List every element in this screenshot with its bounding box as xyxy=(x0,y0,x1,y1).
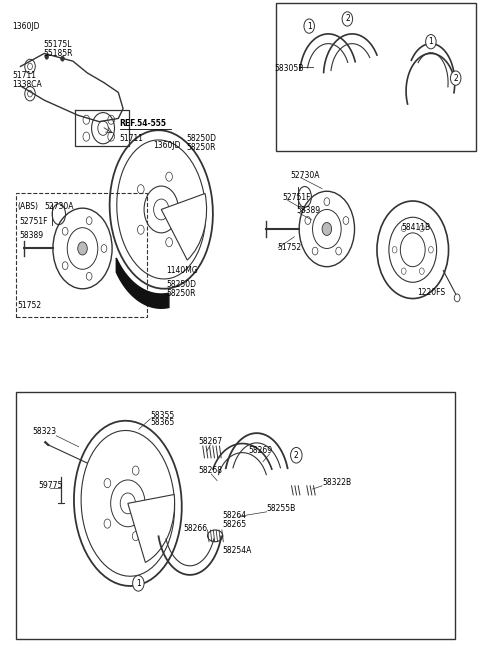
Bar xyxy=(276,3,476,151)
Text: 1140MG: 1140MG xyxy=(166,266,198,275)
Text: 58250R: 58250R xyxy=(187,142,216,151)
Circle shape xyxy=(132,575,144,591)
Text: 58267: 58267 xyxy=(198,437,222,445)
Text: 2: 2 xyxy=(345,14,350,24)
Text: 51711: 51711 xyxy=(120,134,144,143)
Circle shape xyxy=(450,71,461,86)
Text: 55185R: 55185R xyxy=(43,49,73,58)
Text: 1360JD: 1360JD xyxy=(153,141,180,150)
Text: 55175L: 55175L xyxy=(43,40,72,49)
Circle shape xyxy=(304,19,314,33)
Text: 58322B: 58322B xyxy=(322,478,351,487)
Text: 58250D: 58250D xyxy=(187,134,216,143)
Circle shape xyxy=(60,56,64,61)
Text: 1: 1 xyxy=(136,579,141,588)
Text: 51711: 51711 xyxy=(12,71,36,80)
Circle shape xyxy=(45,54,48,59)
Circle shape xyxy=(322,223,332,236)
Wedge shape xyxy=(128,494,175,562)
Text: 1: 1 xyxy=(307,22,312,31)
Text: 51752: 51752 xyxy=(18,301,42,310)
Circle shape xyxy=(290,447,302,463)
Text: 1360JD: 1360JD xyxy=(12,22,39,31)
Text: 58389: 58389 xyxy=(296,206,321,215)
Polygon shape xyxy=(116,258,169,308)
Circle shape xyxy=(426,35,436,49)
Wedge shape xyxy=(161,193,206,260)
Text: 58254A: 58254A xyxy=(223,546,252,555)
Circle shape xyxy=(78,242,87,255)
Text: 52730A: 52730A xyxy=(44,202,74,212)
Text: 58266: 58266 xyxy=(184,524,208,534)
Text: 58389: 58389 xyxy=(20,231,44,240)
Text: 59775: 59775 xyxy=(38,481,63,490)
Text: 58264: 58264 xyxy=(222,511,246,520)
Text: 58268: 58268 xyxy=(198,466,222,475)
Text: REF.54-555: REF.54-555 xyxy=(120,119,167,128)
Text: 58265: 58265 xyxy=(222,520,246,529)
Text: 2: 2 xyxy=(453,74,458,83)
Text: 58250D: 58250D xyxy=(166,281,196,289)
Text: 58305B: 58305B xyxy=(275,64,304,73)
Text: 52751F: 52751F xyxy=(20,217,48,226)
Text: 58411B: 58411B xyxy=(401,223,431,232)
Text: 58250R: 58250R xyxy=(166,289,195,298)
Text: 1: 1 xyxy=(429,37,433,46)
Text: 58365: 58365 xyxy=(150,419,175,427)
Text: 51752: 51752 xyxy=(277,243,301,252)
Circle shape xyxy=(342,12,353,26)
Bar xyxy=(16,193,147,317)
Bar xyxy=(16,392,455,639)
Text: 52730A: 52730A xyxy=(290,171,320,180)
Text: (ABS): (ABS) xyxy=(18,202,38,212)
Text: 52751F: 52751F xyxy=(282,193,311,202)
Text: 1338CA: 1338CA xyxy=(12,80,42,89)
Text: 58323: 58323 xyxy=(33,428,57,436)
Text: 2: 2 xyxy=(294,451,299,460)
Text: 1220FS: 1220FS xyxy=(418,288,445,297)
Text: 58269: 58269 xyxy=(249,445,273,454)
Text: 58255B: 58255B xyxy=(267,504,296,513)
Text: 58355: 58355 xyxy=(150,411,175,419)
